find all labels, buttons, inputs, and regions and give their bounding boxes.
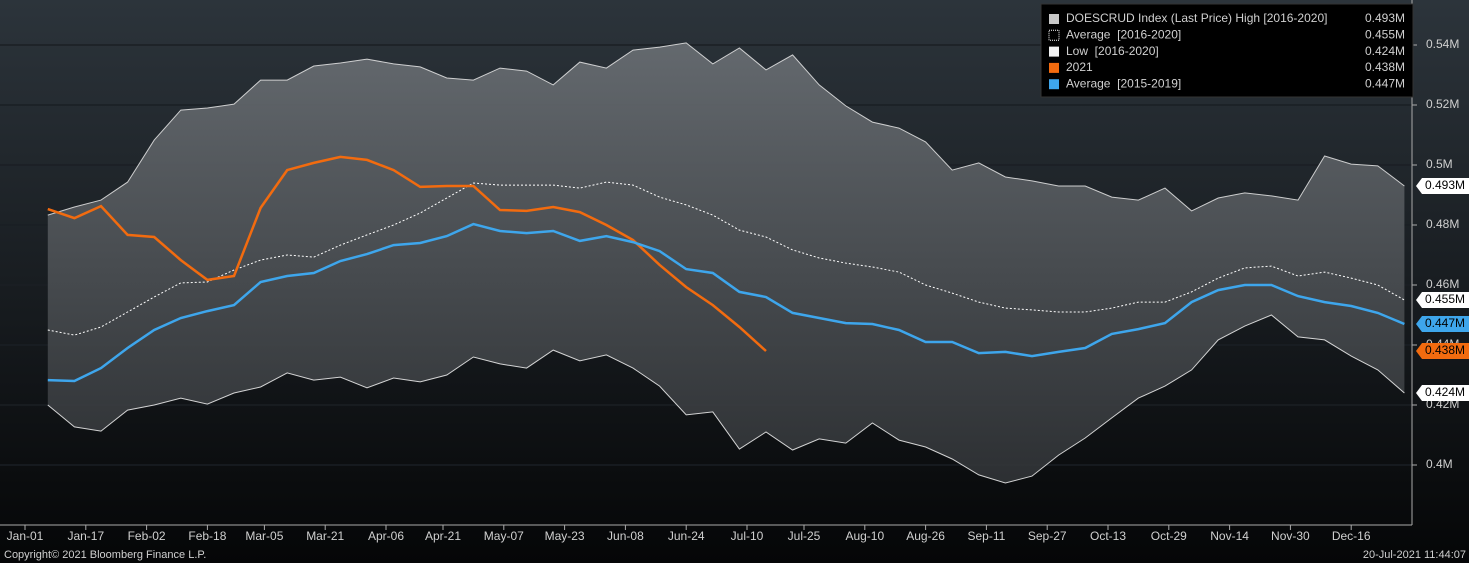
x-tick-label: Jan-17 (67, 529, 104, 543)
legend-label: 2021 (1066, 60, 1093, 74)
legend-swatch (1049, 79, 1059, 90)
x-tick-label: Feb-02 (128, 529, 166, 543)
value-flag-label: 0.438M (1425, 343, 1465, 357)
x-tick-label: May-07 (484, 529, 524, 543)
series-line (47, 222, 1405, 383)
x-tick-label: Nov-14 (1210, 529, 1249, 543)
x-tick-label: Apr-21 (425, 529, 461, 543)
legend-value: 0.447M (1365, 76, 1405, 90)
legend-label: DOESCRUD Index (Last Price) High [2016-2… (1066, 11, 1327, 25)
legend-swatch (1049, 62, 1059, 73)
value-flag-label: 0.424M (1425, 385, 1465, 399)
x-tick-label: Oct-29 (1151, 529, 1187, 543)
x-tick-label: Aug-26 (906, 529, 945, 543)
legend-value: 0.438M (1365, 60, 1405, 74)
legend-swatch (1048, 29, 1060, 41)
legend-value: 0.424M (1365, 44, 1405, 58)
series-line (47, 42, 1405, 216)
legend-label: Average [2016-2020] (1066, 27, 1181, 41)
x-tick-label: Nov-30 (1271, 529, 1310, 543)
x-tick-label: Jun-24 (668, 529, 705, 543)
legend-label: Low [2016-2020] (1066, 44, 1159, 58)
value-flag (1416, 385, 1469, 401)
x-tick-label: Jun-08 (607, 529, 644, 543)
y-tick-label: 0.52M (1426, 97, 1459, 111)
range-band (47, 42, 1405, 484)
x-tick-label: Mar-05 (245, 529, 283, 543)
y-tick-label: 0.5M (1426, 157, 1453, 171)
x-tick-label: Jan-01 (7, 529, 44, 543)
x-tick-label: May-23 (545, 529, 585, 543)
y-tick-label: 0.4M (1426, 457, 1453, 471)
value-flag-label: 0.493M (1425, 178, 1465, 192)
x-tick-label: Oct-13 (1090, 529, 1126, 543)
legend-label: Average [2015-2019] (1066, 76, 1181, 90)
legend-swatch (1049, 14, 1059, 24)
value-flag (1416, 316, 1469, 332)
value-flag-label: 0.447M (1425, 316, 1465, 330)
legend-swatch (1049, 46, 1059, 57)
value-flag (1416, 343, 1469, 359)
legend-value: 0.455M (1365, 27, 1405, 41)
series-line (47, 181, 1405, 336)
series-line (47, 155, 767, 352)
x-tick-label: Sep-11 (967, 529, 1005, 543)
value-flag-label: 0.455M (1425, 292, 1465, 306)
x-tick-label: Mar-21 (306, 529, 344, 543)
series-line (47, 314, 1405, 484)
value-flag (1416, 178, 1469, 194)
legend-box (1040, 3, 1414, 98)
x-tick-label: Sep-27 (1028, 529, 1067, 543)
y-tick-label: 0.48M (1426, 217, 1459, 231)
footer-copyright: Copyright© 2021 Bloomberg Finance L.P. (4, 549, 206, 561)
x-tick-label: Aug-10 (845, 529, 884, 543)
x-tick-label: Jul-10 (731, 529, 764, 543)
x-tick-label: Feb-18 (188, 529, 226, 543)
value-flag (1416, 292, 1469, 308)
x-tick-label: Apr-06 (368, 529, 404, 543)
legend-value: 0.493M (1365, 11, 1405, 25)
y-tick-label: 0.46M (1426, 277, 1459, 291)
footer-timestamp: 20-Jul-2021 11:44:07 (1363, 549, 1466, 561)
y-tick-label: 0.54M (1426, 37, 1459, 51)
x-tick-label: Jul-25 (788, 529, 821, 543)
x-tick-label: Dec-16 (1332, 529, 1371, 543)
